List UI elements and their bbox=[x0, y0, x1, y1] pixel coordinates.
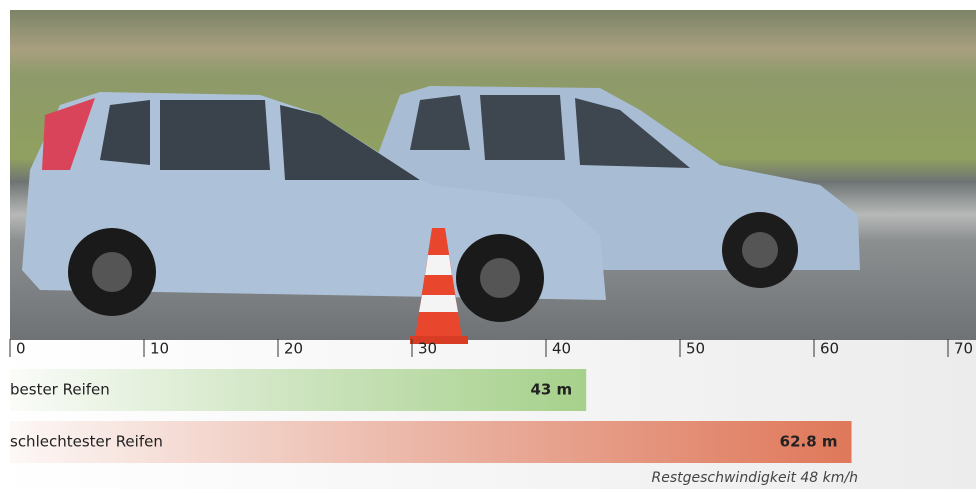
x-tick-label: 10 bbox=[150, 340, 169, 358]
x-tick-label: 70 bbox=[954, 340, 973, 358]
x-tick-label: 0 bbox=[16, 340, 26, 358]
category-label: schlechtester Reifen bbox=[10, 433, 163, 451]
panel-background bbox=[0, 340, 976, 489]
x-tick-label: 60 bbox=[820, 340, 839, 358]
chart: Restgeschwindigkeit 48 km/h 0 10 20 30 40 50 6… bbox=[0, 0, 976, 489]
value-label: 62.8 m bbox=[780, 433, 838, 451]
value-label: 43 m bbox=[530, 381, 572, 399]
x-tick-label: 50 bbox=[686, 340, 705, 358]
annotation: Restgeschwindigkeit 48 km/h bbox=[651, 470, 858, 486]
photo bbox=[10, 10, 976, 344]
x-tick-label: 30 bbox=[418, 340, 437, 358]
x-tick-label: 40 bbox=[552, 340, 571, 358]
x-tick-label: 20 bbox=[284, 340, 303, 358]
category-label: bester Reifen bbox=[10, 381, 110, 399]
